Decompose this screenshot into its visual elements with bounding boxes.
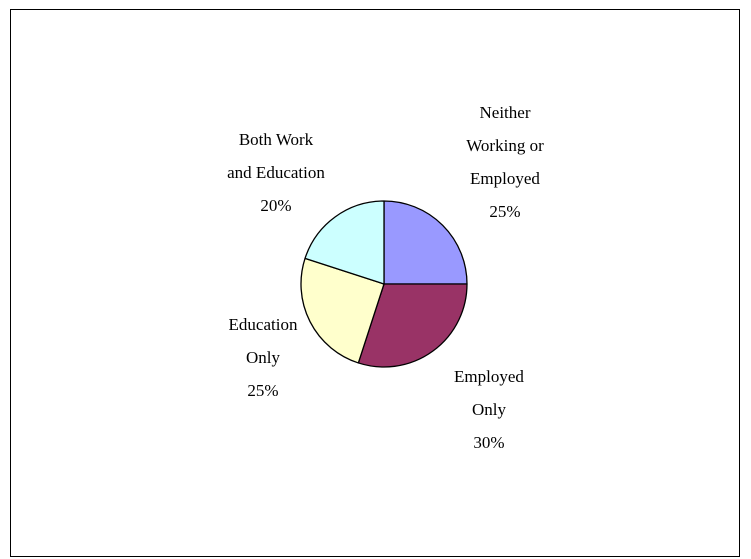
slice-label-3: Education Only 25% — [229, 315, 298, 400]
slice-name-line: Working or — [466, 136, 544, 155]
pie-slice-1 — [383, 200, 468, 285]
slice-name-line: Both Work — [239, 130, 314, 149]
slice-name-line: Neither — [480, 103, 531, 122]
pie-slice-2 — [357, 283, 468, 368]
slice-value-label: 25% — [489, 202, 520, 221]
slice-value-label: 20% — [260, 196, 291, 215]
slice-value-label: 30% — [473, 433, 504, 452]
slice-label-1: Neither Working or Employed 25% — [466, 103, 544, 221]
slice-name-line: Education — [229, 315, 298, 334]
slice-name-line: Employed — [470, 169, 540, 188]
slice-name-line: and Education — [227, 163, 325, 182]
pie-slice-3 — [300, 257, 385, 364]
pie-labels: Neither Working or Employed 25% Employed Only… — [227, 103, 544, 452]
slice-name-line: Only — [246, 348, 281, 367]
pie-slices — [300, 200, 468, 368]
slice-value-label: 25% — [247, 381, 278, 400]
slice-label-4: Both Work and Education 20% — [227, 130, 325, 215]
slice-name-line: Employed — [454, 367, 524, 386]
slice-name-line: Only — [472, 400, 507, 419]
pie-slice-4 — [304, 200, 385, 285]
slice-label-2: Employed Only 30% — [454, 367, 524, 452]
